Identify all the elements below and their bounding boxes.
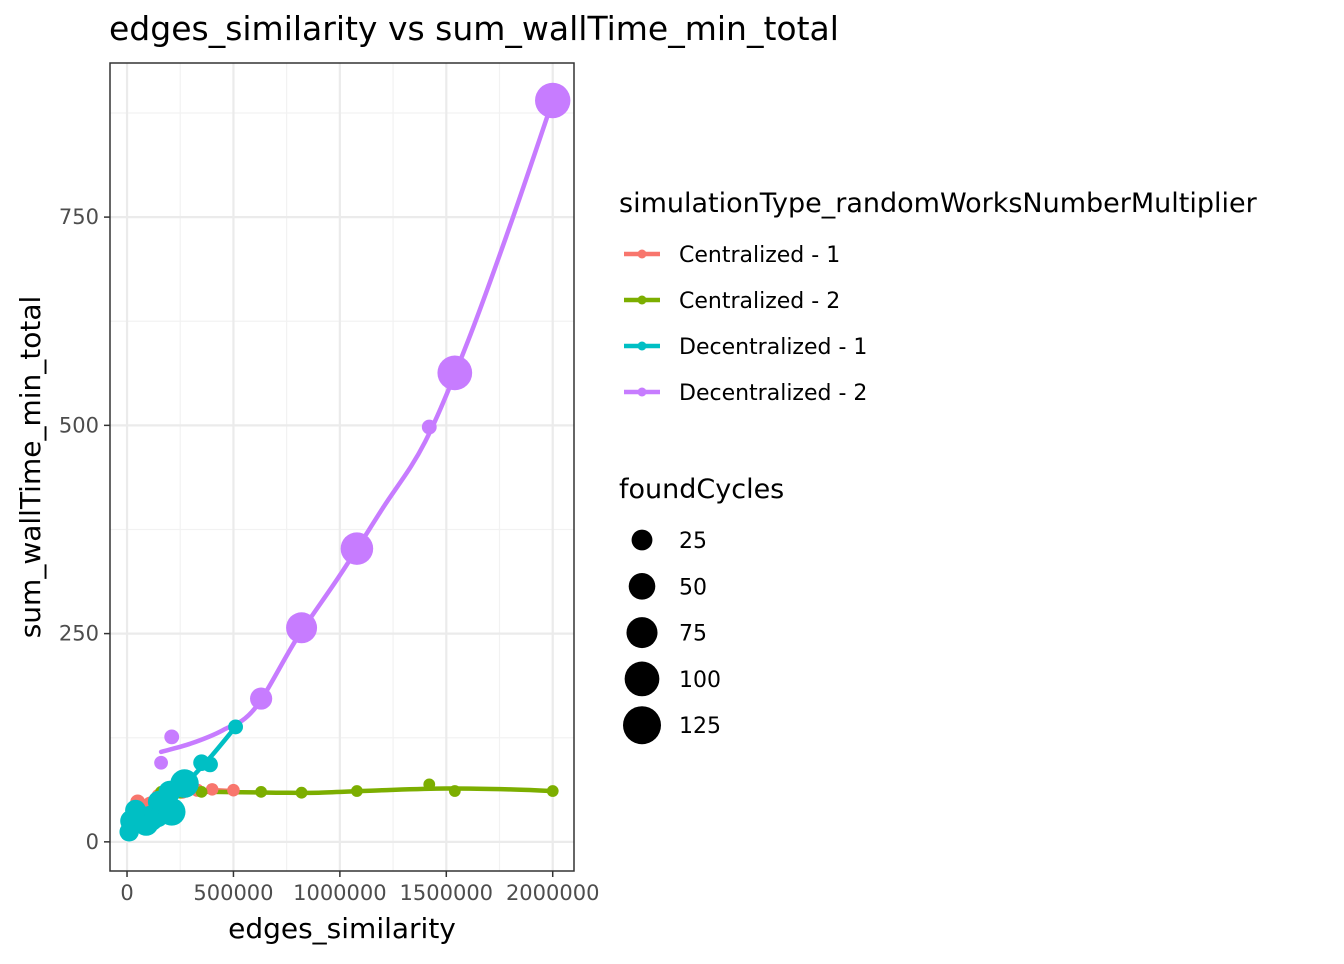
size-legend-key — [631, 529, 653, 551]
legend-label: Decentralized - 2 — [679, 381, 867, 406]
data-point-series-4 — [340, 532, 374, 565]
data-point-series-2 — [423, 778, 436, 791]
data-point-series-2 — [350, 785, 363, 797]
legend-key-point — [637, 341, 647, 351]
size-legend-label: 125 — [679, 714, 721, 739]
plot-panel — [109, 62, 575, 872]
data-point-series-3 — [228, 719, 243, 735]
data-point-series-2 — [546, 785, 559, 797]
size-legend-key — [628, 572, 656, 600]
y-tick-label: 500 — [59, 413, 99, 437]
data-point-series-2 — [195, 785, 208, 798]
x-axis-title: edges_similarity — [228, 912, 456, 945]
x-tick-label: 2000000 — [506, 881, 600, 905]
legend-key-point — [637, 295, 647, 305]
size-legend-label: 75 — [679, 622, 707, 647]
size-legend-key — [623, 706, 661, 745]
color-legend: simulationType_randomWorksNumberMultipli… — [619, 188, 1258, 406]
y-tick-label: 750 — [59, 205, 99, 229]
data-point-series-3 — [202, 756, 218, 773]
grid-layer — [110, 63, 574, 871]
x-tick-label: 1500000 — [400, 881, 494, 905]
legend-label: Decentralized - 1 — [679, 335, 867, 360]
data-point-series-3 — [170, 769, 199, 798]
y-axis-title: sum_wallTime_min_total — [14, 296, 47, 639]
panel-border — [109, 62, 575, 872]
data-point-series-2 — [295, 786, 308, 799]
panel-background — [110, 63, 574, 871]
data-point-series-4 — [437, 355, 473, 391]
x-tick-label: 1000000 — [293, 881, 387, 905]
data-point-series-4 — [154, 755, 168, 770]
data-point-series-2 — [448, 785, 461, 797]
data-point-series-4 — [535, 82, 571, 119]
x-tick-label: 0 — [120, 881, 133, 905]
data-point-series-4 — [164, 729, 180, 745]
axis-layer: 0 500000 1000000 1500000 2000000 0 250 500 750 — [59, 205, 600, 905]
chart-title: edges_similarity vs sum_wallTime_min_tot… — [109, 9, 839, 48]
size-legend-label: 50 — [679, 575, 707, 600]
data-point-series-2 — [255, 785, 268, 798]
y-tick-label: 0 — [86, 830, 99, 854]
point-layer — [119, 82, 571, 842]
size-legend: foundCycles 25 50 75 100 125 — [619, 474, 784, 745]
size-legend-label: 100 — [679, 668, 721, 693]
size-legend-title: foundCycles — [619, 474, 784, 505]
legend-label: Centralized - 2 — [679, 289, 840, 314]
size-legend-key — [626, 617, 658, 649]
size-legend-key — [624, 661, 660, 697]
data-point-series-1 — [227, 783, 240, 797]
legend-key-point — [637, 387, 647, 397]
data-point-series-4 — [421, 419, 437, 435]
size-legend-label: 25 — [679, 529, 707, 554]
legend-key-point — [637, 249, 647, 259]
data-point-series-1 — [205, 783, 219, 796]
y-tick-label: 250 — [59, 622, 99, 646]
data-point-series-4 — [250, 687, 273, 710]
legend-label: Centralized - 1 — [679, 243, 840, 268]
x-tick-label: 500000 — [193, 881, 273, 905]
data-point-series-4 — [286, 612, 318, 644]
color-legend-title: simulationType_randomWorksNumberMultipli… — [619, 188, 1258, 219]
data-point-series-3 — [157, 798, 186, 826]
